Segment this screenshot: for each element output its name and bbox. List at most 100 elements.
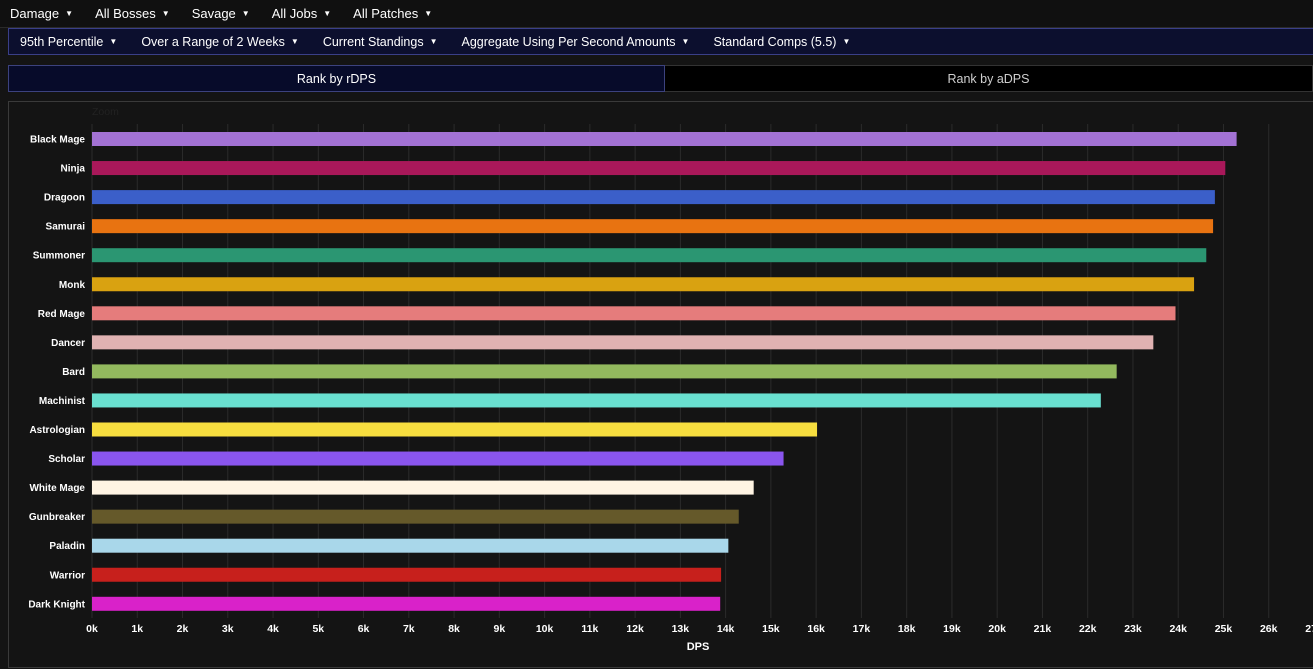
zoom-label[interactable]: Zoom [92, 106, 119, 118]
bar-summoner[interactable] [92, 248, 1207, 263]
x-tick-label: 0k [86, 623, 98, 635]
filter-aggregate-using-per-second-amounts-label: Aggregate Using Per Second Amounts [461, 34, 676, 49]
chevron-down-icon: ▼ [290, 37, 299, 46]
bar-monk[interactable] [92, 277, 1195, 292]
x-tick-label: 22k [1079, 623, 1097, 635]
y-label-machinist: Machinist [39, 396, 86, 407]
menu-savage-label: Savage [191, 6, 236, 21]
x-tick-label: 1k [131, 623, 143, 635]
chevron-down-icon: ▼ [429, 37, 438, 46]
bar-scholar[interactable] [92, 451, 784, 466]
x-tick-label: 4k [267, 623, 279, 635]
filter-standard-comps-5-5-dropdown[interactable]: Standard Comps (5.5) ▼ [702, 35, 861, 49]
tab-rank-by-rdps-label: Rank by rDPS [296, 71, 377, 86]
chevron-down-icon: ▼ [681, 37, 690, 46]
bar-gunbreaker[interactable] [92, 509, 739, 524]
x-tick-label: 13k [672, 623, 690, 635]
chevron-down-icon: ▼ [161, 9, 170, 18]
filter-current-standings-label: Current Standings [322, 34, 424, 49]
bar-machinist[interactable] [92, 393, 1101, 408]
menu-all-patches-label: All Patches [353, 6, 419, 21]
x-tick-label: 16k [807, 623, 825, 635]
x-tick-label: 21k [1034, 623, 1052, 635]
rank-tabs: Rank by rDPS Rank by aDPS [8, 65, 1313, 92]
y-label-gunbreaker: Gunbreaker [29, 512, 85, 523]
x-tick-label: 10k [536, 623, 554, 635]
menu-all-jobs-dropdown[interactable]: All Jobs ▼ [262, 6, 341, 21]
x-tick-label: 18k [898, 623, 916, 635]
y-label-red-mage: Red Mage [38, 309, 86, 320]
chevron-down-icon: ▼ [424, 9, 433, 18]
y-label-black-mage: Black Mage [30, 135, 85, 146]
y-label-astrologian: Astrologian [29, 425, 85, 436]
x-tick-label: 6k [358, 623, 370, 635]
filter-95th-percentile-label: 95th Percentile [20, 34, 104, 49]
y-label-ninja: Ninja [61, 164, 86, 175]
chevron-down-icon: ▼ [842, 37, 851, 46]
bar-white-mage[interactable] [92, 480, 754, 495]
dps-bar-chart: Zoom Black Mage Ninja Dragoon Samurai Summon… [28, 106, 1313, 653]
main-menu-bar: Damage ▼ All Bosses ▼ Savage ▼ All Jobs ▼ All Pa… [0, 0, 1313, 28]
y-label-paladin: Paladin [49, 541, 85, 552]
chart-x-labels: 0k 1k 2k 3k 4k 5k 6k 7k 8k 9k 10k 11k 12k 13k 14k 15k 16… [86, 623, 1313, 635]
y-label-white-mage: White Mage [29, 483, 85, 494]
bar-bard[interactable] [92, 364, 1117, 379]
x-axis-title: DPS [687, 641, 710, 653]
chevron-down-icon: ▼ [109, 37, 118, 46]
chevron-down-icon: ▼ [65, 9, 74, 18]
filter-current-standings-dropdown[interactable]: Current Standings ▼ [312, 35, 449, 49]
filter-standard-comps-5-5-label: Standard Comps (5.5) [713, 34, 837, 49]
y-label-dancer: Dancer [51, 338, 85, 349]
bar-dancer[interactable] [92, 335, 1154, 350]
x-tick-label: 12k [626, 623, 644, 635]
tab-rank-by-adps[interactable]: Rank by aDPS [665, 65, 1313, 92]
x-tick-label: 14k [717, 623, 735, 635]
bar-paladin[interactable] [92, 538, 729, 553]
x-tick-label: 23k [1124, 623, 1142, 635]
filter-aggregate-using-per-second-amounts-dropdown[interactable]: Aggregate Using Per Second Amounts ▼ [451, 35, 701, 49]
menu-all-bosses-label: All Bosses [95, 6, 156, 21]
x-tick-label: 19k [943, 623, 961, 635]
x-tick-label: 15k [762, 623, 780, 635]
filter-95th-percentile-dropdown[interactable]: 95th Percentile ▼ [9, 35, 128, 49]
bar-dark-knight[interactable] [92, 596, 721, 611]
bar-samurai[interactable] [92, 219, 1214, 234]
x-tick-label: 7k [403, 623, 415, 635]
y-label-dark-knight: Dark Knight [28, 599, 85, 610]
bar-warrior[interactable] [92, 567, 722, 582]
x-tick-label: 17k [853, 623, 871, 635]
y-label-samurai: Samurai [46, 222, 86, 233]
x-tick-label: 3k [222, 623, 234, 635]
bar-red-mage[interactable] [92, 306, 1176, 321]
chart-bars [92, 132, 1237, 611]
filter-over-a-range-of-2-weeks-dropdown[interactable]: Over a Range of 2 Weeks ▼ [130, 35, 310, 49]
menu-savage-dropdown[interactable]: Savage ▼ [182, 6, 260, 21]
tab-rank-by-rdps[interactable]: Rank by rDPS [8, 65, 665, 92]
bar-ninja[interactable] [92, 161, 1226, 176]
x-tick-label: 2k [177, 623, 189, 635]
menu-damage-dropdown[interactable]: Damage ▼ [0, 6, 83, 21]
x-tick-label: 26k [1260, 623, 1278, 635]
x-tick-label: 24k [1169, 623, 1187, 635]
y-label-monk: Monk [59, 280, 86, 291]
y-label-scholar: Scholar [48, 454, 85, 465]
bar-dragoon[interactable] [92, 190, 1215, 205]
x-tick-label: 27k [1305, 623, 1313, 635]
menu-all-patches-dropdown[interactable]: All Patches ▼ [343, 6, 442, 21]
x-tick-label: 11k [581, 623, 598, 635]
bar-astrologian[interactable] [92, 422, 818, 437]
menu-all-jobs-label: All Jobs [271, 6, 318, 21]
bar-black-mage[interactable] [92, 132, 1237, 146]
y-label-warrior: Warrior [50, 570, 85, 581]
x-tick-label: 9k [493, 623, 505, 635]
chevron-down-icon: ▼ [241, 9, 250, 18]
filter-bar: 95th Percentile ▼ Over a Range of 2 Weeks ▼… [8, 28, 1313, 55]
x-tick-label: 5k [312, 623, 324, 635]
chevron-down-icon: ▼ [323, 9, 332, 18]
y-label-bard: Bard [62, 367, 85, 378]
menu-all-bosses-dropdown[interactable]: All Bosses ▼ [85, 6, 180, 21]
x-tick-label: 20k [988, 623, 1006, 635]
x-tick-label: 25k [1215, 623, 1233, 635]
chart-y-labels: Black Mage Ninja Dragoon Samurai Summoner Mon… [28, 135, 85, 611]
tab-rank-by-adps-label: Rank by aDPS [947, 71, 1030, 86]
